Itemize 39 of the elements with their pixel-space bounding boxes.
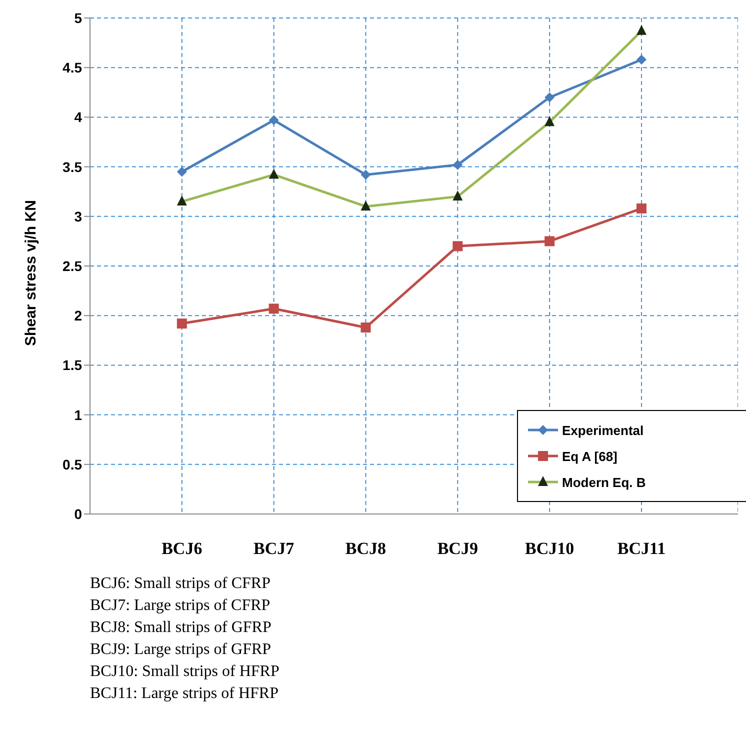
y-tick-label: 3.5 (62, 158, 82, 175)
y-tick-label: 0.5 (62, 456, 82, 472)
y-tick-label: 5 (74, 10, 82, 26)
y-tick-label: 4.5 (62, 60, 82, 76)
point (360, 322, 371, 333)
x-tick-label: BCJ8 (345, 539, 386, 558)
point (452, 241, 463, 252)
text: BCJ10: Small strips of HFRP (90, 662, 280, 682)
legend-label: Experimental (562, 422, 644, 438)
text: BCJ11: Large strips of HFRP (90, 684, 280, 704)
point (268, 304, 279, 314)
point (636, 54, 646, 65)
point (268, 115, 279, 126)
x-tick-label: BCJ6 (162, 539, 202, 558)
x-tick-label: BCJ9 (437, 539, 478, 558)
legend-label: Modern Eq. B (562, 474, 646, 490)
text: BCJ8: Small strips of GFRP (90, 618, 272, 638)
point (544, 92, 555, 102)
y-tick-label: 0 (74, 506, 82, 522)
text: BCJ9: Large strips of GFRP (90, 640, 272, 660)
y-tick-label: 2 (74, 308, 82, 324)
text: BCJ6: Small strips of CFRP (90, 574, 272, 594)
y-tick-label: 3 (74, 208, 82, 224)
x-tick-label: BCJ10 (525, 539, 574, 558)
point (544, 236, 555, 246)
text: BCJ7: Large strips of CFRP (90, 596, 272, 616)
y-tick-label: 1 (74, 406, 82, 423)
point (176, 318, 187, 329)
point (636, 203, 646, 214)
y-tick-label: 2.5 (62, 258, 82, 274)
point (176, 166, 187, 177)
y-axis-title: Shear stress vj/h KN (22, 200, 40, 346)
point (452, 160, 463, 170)
y-tick-label: 4 (74, 109, 82, 126)
y-tick-label: 1.5 (62, 357, 82, 374)
x-tick-label: BCJ11 (617, 539, 666, 558)
point (360, 170, 371, 180)
legend-label: Eq A [68] (562, 448, 618, 464)
x-tick-label: BCJ7 (254, 539, 295, 558)
